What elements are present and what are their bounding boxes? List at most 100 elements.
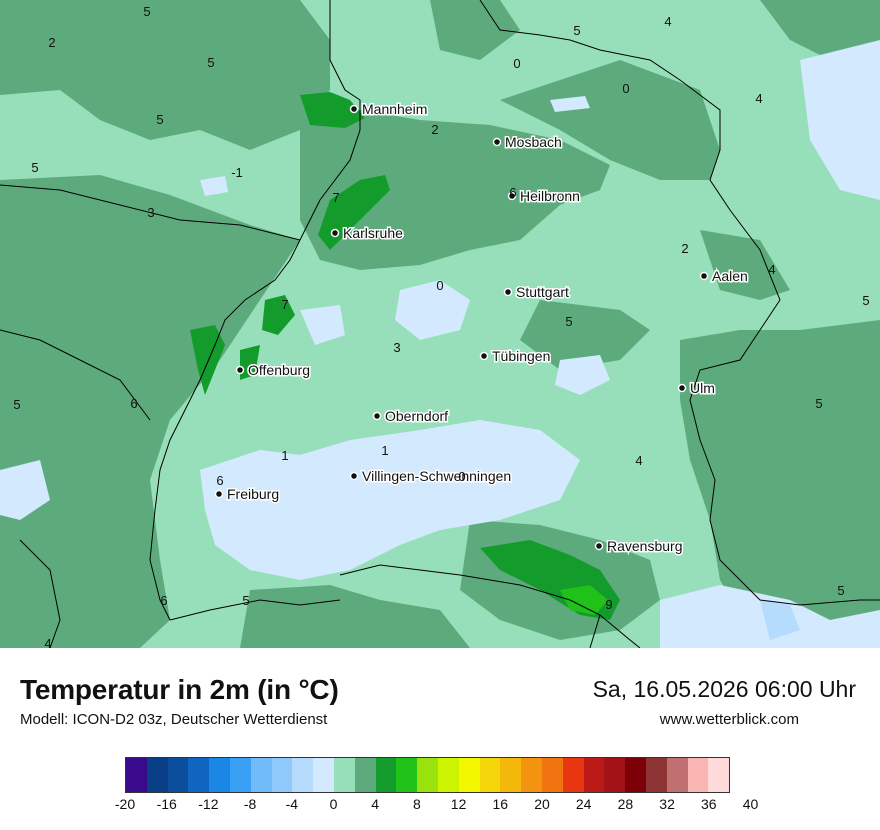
grid-value-label: 3 xyxy=(147,205,154,220)
legend-swatch xyxy=(604,758,626,792)
legend-swatch xyxy=(354,758,376,792)
legend-swatch xyxy=(500,758,522,792)
grid-value-label: 5 xyxy=(837,583,844,598)
model-info: Modell: ICON-D2 03z, Deutscher Wetterdie… xyxy=(20,711,328,728)
legend-swatch xyxy=(375,758,397,792)
city-marker-icon xyxy=(349,471,359,481)
legend-swatch xyxy=(687,758,709,792)
legend-swatch xyxy=(521,758,542,792)
city-marker-icon xyxy=(699,271,709,281)
grid-value-label: 5 xyxy=(815,396,822,411)
borders xyxy=(0,0,880,648)
legend-swatch xyxy=(188,758,210,792)
legend-swatch xyxy=(437,758,459,792)
legend-tick-label: 32 xyxy=(659,796,675,812)
legend-swatch xyxy=(271,758,293,792)
grid-value-label: 5 xyxy=(207,55,214,70)
legend-swatch xyxy=(645,758,667,792)
website-link[interactable]: www.wetterblick.com xyxy=(659,711,799,728)
grid-value-label: 4 xyxy=(635,453,642,468)
city-marker-icon xyxy=(214,489,224,499)
city-label: Offenburg xyxy=(248,362,310,378)
legend-tick-label: 24 xyxy=(575,796,592,812)
grid-value-label: 5 xyxy=(242,593,249,608)
legend-swatch xyxy=(292,758,314,792)
legend-swatch xyxy=(562,758,584,792)
grid-value-label: 0 xyxy=(436,278,443,293)
cool-zone-blue xyxy=(760,600,800,640)
city-marker-icon xyxy=(330,228,340,238)
legend-tick-label: 40 xyxy=(742,796,759,812)
legend-swatch xyxy=(458,758,480,792)
legend-swatch xyxy=(625,758,646,792)
legend-tick-label: 16 xyxy=(492,796,509,812)
grid-value-label: 6 xyxy=(509,185,516,200)
grid-value-label: 2 xyxy=(48,35,55,50)
city-marker-icon xyxy=(349,104,359,114)
grid-value-label: 2 xyxy=(431,122,438,137)
city-label: Freiburg xyxy=(227,486,279,502)
legend-swatch xyxy=(708,758,730,792)
grid-value-label: 4 xyxy=(664,14,671,29)
city-marker-icon xyxy=(503,287,513,297)
legend-swatch xyxy=(333,758,355,792)
grid-value-label: 5 xyxy=(565,314,572,329)
legend-tick-label: -12 xyxy=(198,796,219,812)
legend-swatch xyxy=(250,758,272,792)
legend-tick-label: 20 xyxy=(534,796,550,812)
footer-panel: Temperatur in 2m (in °C) Modell: ICON-D2… xyxy=(0,648,880,830)
legend-swatch xyxy=(146,758,168,792)
city-marker-icon xyxy=(677,383,687,393)
city-label: Ulm xyxy=(690,380,715,396)
grid-value-label: 4 xyxy=(44,636,51,648)
grid-value-label: 5 xyxy=(143,4,150,19)
city-label: Mannheim xyxy=(362,101,427,117)
legend-tick-label: 28 xyxy=(617,796,634,812)
grid-value-label: 5 xyxy=(573,23,580,38)
legend-swatch xyxy=(167,758,189,792)
grid-value-label: 0 xyxy=(513,56,520,71)
map-title: Temperatur in 2m (in °C) xyxy=(20,674,339,705)
grid-value-label: 7 xyxy=(332,190,339,205)
legend-tick-label: 36 xyxy=(701,796,717,812)
city-label: Karlsruhe xyxy=(343,225,403,241)
grid-value-label: 5 xyxy=(31,160,38,175)
city-marker-icon xyxy=(492,137,502,147)
city-label: Oberndorf xyxy=(385,408,448,424)
warm-zone-lightgreen xyxy=(560,585,608,615)
city-label: Mosbach xyxy=(505,134,562,150)
grid-value-label: 1 xyxy=(381,443,388,458)
grid-value-label: 5 xyxy=(156,112,163,127)
grid-value-label: 5 xyxy=(862,293,869,308)
legend-swatch xyxy=(126,758,147,792)
forecast-datetime: Sa, 16.05.2026 06:00 Uhr xyxy=(592,676,856,702)
city-marker-icon xyxy=(235,365,245,375)
city-marker-icon xyxy=(372,411,382,421)
legend-tick-label: 0 xyxy=(329,796,338,812)
legend-tick-label: -8 xyxy=(243,796,257,812)
city-label: Heilbronn xyxy=(520,188,580,204)
temperature-legend xyxy=(125,757,731,793)
grid-value-label: 9 xyxy=(605,597,612,612)
legend-swatch xyxy=(396,758,418,792)
grid-value-label: 4 xyxy=(768,262,775,277)
legend-swatch xyxy=(479,758,501,792)
city-label: Stuttgart xyxy=(516,284,569,300)
grid-value-label: 3 xyxy=(393,340,400,355)
grid-value-label: 6 xyxy=(130,396,137,411)
city-label: Ravensburg xyxy=(607,538,683,554)
grid-value-label: 0 xyxy=(622,81,629,96)
city-marker-icon xyxy=(594,541,604,551)
grid-value-label: 6 xyxy=(216,473,223,488)
city-label: Tübingen xyxy=(492,348,550,364)
legend-tick-label: 8 xyxy=(412,796,421,812)
legend-swatch xyxy=(209,758,230,792)
city-markers: Mannheim Mosbach Heilbronn Karlsruhe Stuttga… xyxy=(214,100,749,556)
grid-value-label: 5 xyxy=(13,397,20,412)
legend-swatch xyxy=(666,758,688,792)
grid-values: 5 2 5 5 5 -1 3 0 5 0 4 4 2 7 6 2 4 5 0 3 5 7 5 6 1 1 0 6 4 5 6 5 9 4 5 xyxy=(13,4,869,648)
legend-swatch xyxy=(583,758,605,792)
legend-tick-label: -20 xyxy=(114,796,136,812)
cool-zone-paleblue xyxy=(0,40,880,648)
city-label: Aalen xyxy=(712,268,748,284)
